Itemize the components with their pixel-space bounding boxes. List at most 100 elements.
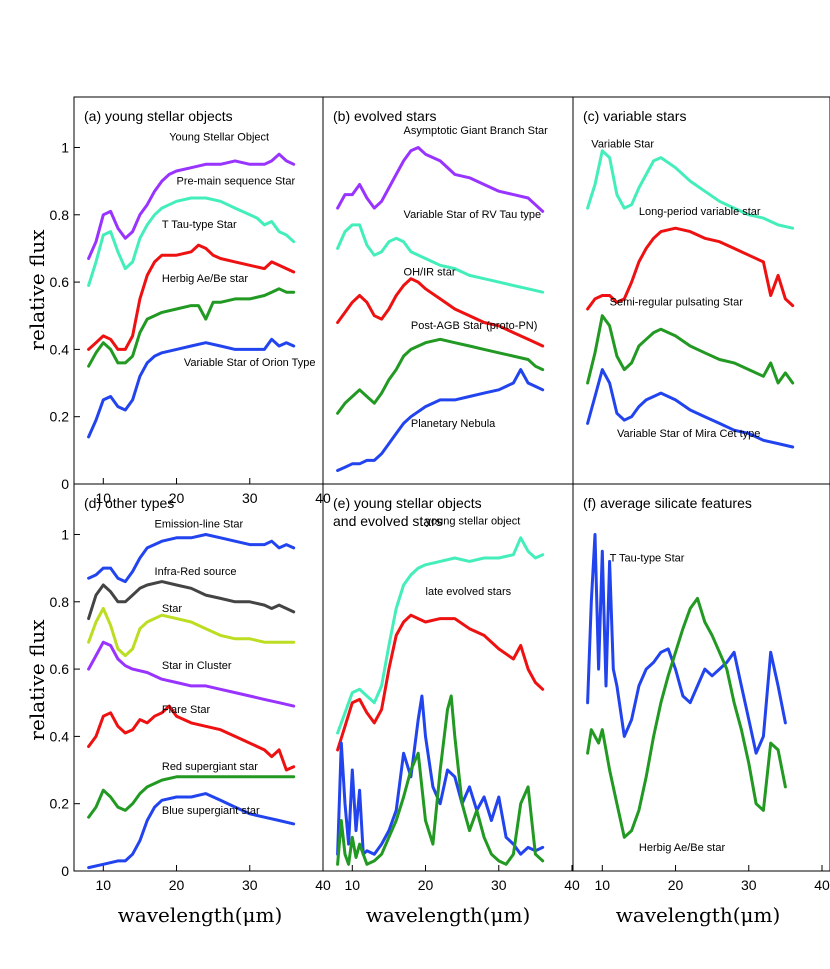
series-line-d-6 (87, 792, 296, 870)
series-line-b-1 (336, 223, 545, 294)
series-line-d-3 (87, 640, 296, 708)
x-tick-label-d-10: 10 (96, 877, 112, 893)
y-axis-title-bottom: relative flux (25, 619, 49, 741)
series-label-c-2: Semi-regular pulsating Star (610, 297, 744, 309)
x-tick-label-e-30: 30 (491, 877, 507, 893)
series-line-a-1 (87, 196, 296, 287)
x-tick-label-f-40: 40 (814, 877, 830, 893)
x-tick-label-e-20: 20 (418, 877, 434, 893)
panel-f: 10 20 30 40 (f) average silicate features T T… (572, 483, 830, 893)
series-line-d-1 (87, 580, 296, 621)
series-label-d-2: Star (162, 603, 183, 615)
series-label-d-6: Blue supergiant star (162, 805, 260, 817)
series-line-f-1 (586, 596, 787, 839)
series-line-e-2 (336, 694, 545, 856)
y-tick-label-a-0.6: 0.6 (50, 274, 70, 290)
series-label-b-1: Variable Star of RV Tau type (404, 209, 542, 221)
x-axis-title-e: wavelength(μm) (366, 903, 531, 927)
x-tick-label-f-10: 10 (595, 877, 611, 893)
series-line-d-4 (87, 704, 296, 772)
x-tick-label-e-40: 40 (564, 877, 580, 893)
panel-title-f: (f) average silicate features (583, 495, 752, 511)
series-label-d-0: Emission-line Star (155, 519, 244, 531)
series-label-f-0: T Tau-type Star (610, 552, 685, 564)
y-tick-label-d-0.6: 0.6 (50, 661, 70, 677)
series-line-e-3 (336, 694, 545, 866)
series-line-b-0 (336, 146, 545, 213)
panel-frame-f (572, 483, 830, 872)
series-line-e-1 (336, 613, 545, 752)
panel-d: 10 20 30 40 0 0.2 0.4 0.6 0.8 1 (d) other types Emi… (50, 483, 331, 893)
series-line-c-3 (586, 368, 795, 449)
panel-title-line2-e: and evolved stars (333, 513, 443, 529)
x-tick-label-f-20: 20 (668, 877, 684, 893)
series-line-e-0 (336, 536, 545, 735)
series-line-c-0 (586, 149, 795, 230)
series-label-b-2: OH/IR star (404, 266, 456, 278)
series-label-a-3: Herbig Ae/Be star (162, 273, 249, 285)
series-label-a-4: Variable Star of Orion Type (184, 357, 316, 369)
series-label-a-2: T Tau-type Star (162, 219, 237, 231)
series-label-d-4: Flare Star (162, 704, 211, 716)
x-tick-label-d-30: 30 (242, 877, 258, 893)
x-axis-title-d: wavelength(μm) (118, 903, 283, 927)
series-line-b-3 (336, 337, 545, 415)
panel-frame-c (572, 96, 830, 485)
series-line-f-0 (586, 533, 787, 755)
y-axis-title-top: relative flux (25, 229, 49, 351)
panel-title-b: (b) evolved stars (333, 108, 436, 124)
panel-title-d: (d) other types (84, 495, 174, 511)
series-line-b-4 (336, 368, 545, 472)
x-tick-label-d-20: 20 (169, 877, 185, 893)
y-tick-label-d-0.4: 0.4 (50, 728, 70, 744)
series-line-a-2 (87, 243, 296, 351)
panel-c: (c) variable stars Variable Star Long-peri… (572, 96, 830, 485)
series-label-b-3: Post-AGB Star (proto-PN) (411, 320, 538, 332)
panel-title-c: (c) variable stars (583, 108, 686, 124)
y-tick-label-d-0: 0 (61, 863, 69, 879)
series-line-d-5 (87, 775, 296, 819)
y-tick-label-d-0.8: 0.8 (50, 594, 70, 610)
series-line-b-2 (336, 277, 545, 348)
series-label-d-1: Infra-Red source (155, 566, 237, 578)
y-tick-label-a-0.2: 0.2 (50, 409, 70, 425)
series-label-c-1: Long-period variable star (639, 206, 761, 218)
x-axis-title-f: wavelength(μm) (616, 903, 781, 927)
series-line-d-0 (87, 533, 296, 584)
y-tick-label-d-1: 1 (61, 526, 69, 542)
y-tick-label-a-0.4: 0.4 (50, 341, 70, 357)
x-tick-label-e-10: 10 (345, 877, 361, 893)
series-label-d-5: Red supergiant star (162, 761, 258, 773)
series-label-b-4: Planetary Nebula (411, 418, 496, 430)
series-line-a-0 (87, 152, 296, 260)
series-line-c-2 (586, 314, 795, 385)
y-tick-label-a-1: 1 (61, 139, 69, 155)
y-tick-label-d-0.2: 0.2 (50, 796, 70, 812)
series-line-d-2 (87, 607, 296, 658)
panel-title-e: (e) young stellar objects (333, 495, 482, 511)
y-tick-label-a-0: 0 (61, 476, 69, 492)
x-tick-label-f-30: 30 (741, 877, 757, 893)
x-tick-label-a-30: 30 (242, 490, 258, 506)
series-label-c-3: Variable Star of Mira Cet type (617, 428, 760, 440)
series-label-f-1: Herbig Ae/Be star (639, 842, 726, 854)
series-label-d-3: Star in Cluster (162, 660, 232, 672)
series-label-a-1: Pre-main sequence Star (177, 175, 296, 187)
series-line-a-4 (87, 337, 296, 439)
series-label-c-0: Variable Star (591, 138, 654, 150)
series-label-b-0: Asymptotic Giant Branch Star (404, 125, 549, 137)
x-tick-label-a-10: 10 (96, 490, 112, 506)
series-line-a-3 (87, 287, 296, 368)
x-tick-label-a-20: 20 (169, 490, 185, 506)
y-tick-label-a-0.8: 0.8 (50, 207, 70, 223)
series-label-e-0: young stellar object (426, 515, 521, 527)
series-label-e-1: late evolved stars (426, 586, 512, 598)
panel-title-a: (a) young stellar objects (84, 108, 233, 124)
series-label-a-0: Young Stellar Object (169, 132, 269, 144)
series-line-c-1 (586, 226, 795, 311)
panel-e: 10 20 30 40 (e) young stellar objects and evo… (322, 483, 580, 893)
